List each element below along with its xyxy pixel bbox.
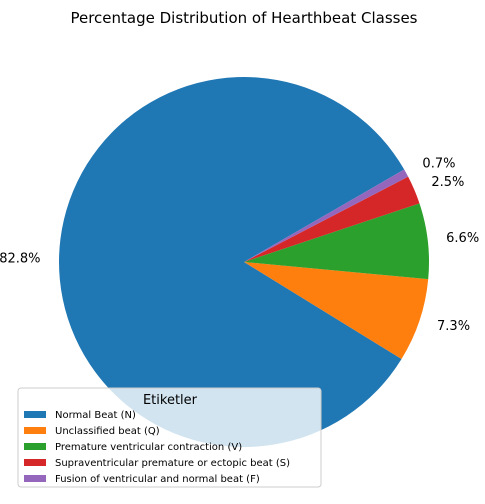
pie-slice-2 xyxy=(244,203,429,280)
slice-percent-label-0: 82.8% xyxy=(0,252,41,267)
pie-slice-0 xyxy=(59,77,405,447)
legend-swatch-0 xyxy=(24,411,46,418)
pie-slice-1 xyxy=(244,262,429,359)
legend-swatch-3 xyxy=(24,459,46,466)
legend: Etiketler Normal Beat (N) Unclassified be… xyxy=(17,387,322,488)
pie-slice-4 xyxy=(244,169,409,262)
slice-percent-label-2: 6.6% xyxy=(446,231,479,246)
legend-label-2: Premature ventricular contraction (V) xyxy=(55,442,242,453)
legend-label-3: Supraventricular premature or ectopic be… xyxy=(55,458,290,469)
legend-label-0: Normal Beat (N) xyxy=(55,410,136,421)
legend-label-1: Unclassified beat (Q) xyxy=(55,426,160,437)
legend-title: Etiketler xyxy=(143,393,198,408)
slice-percent-label-1: 7.3% xyxy=(437,319,470,334)
pie-percent-labels: 82.8% 7.3% 6.6% 2.5% 0.7% xyxy=(0,157,479,334)
pie-slices xyxy=(59,77,429,447)
pie-slice-3 xyxy=(244,176,420,262)
slice-percent-label-4: 0.7% xyxy=(422,157,455,172)
legend-swatch-1 xyxy=(24,427,46,434)
legend-swatch-4 xyxy=(24,475,46,482)
legend-label-4: Fusion of ventricular and normal beat (F… xyxy=(55,474,260,485)
legend-items: Normal Beat (N) Unclassified beat (Q) Prem… xyxy=(24,410,290,485)
chart-title: Percentage Distribution of Hearthbeat Cl… xyxy=(70,9,417,27)
legend-box xyxy=(17,387,322,488)
slice-percent-label-3: 2.5% xyxy=(431,175,464,190)
legend-swatch-2 xyxy=(24,443,46,450)
